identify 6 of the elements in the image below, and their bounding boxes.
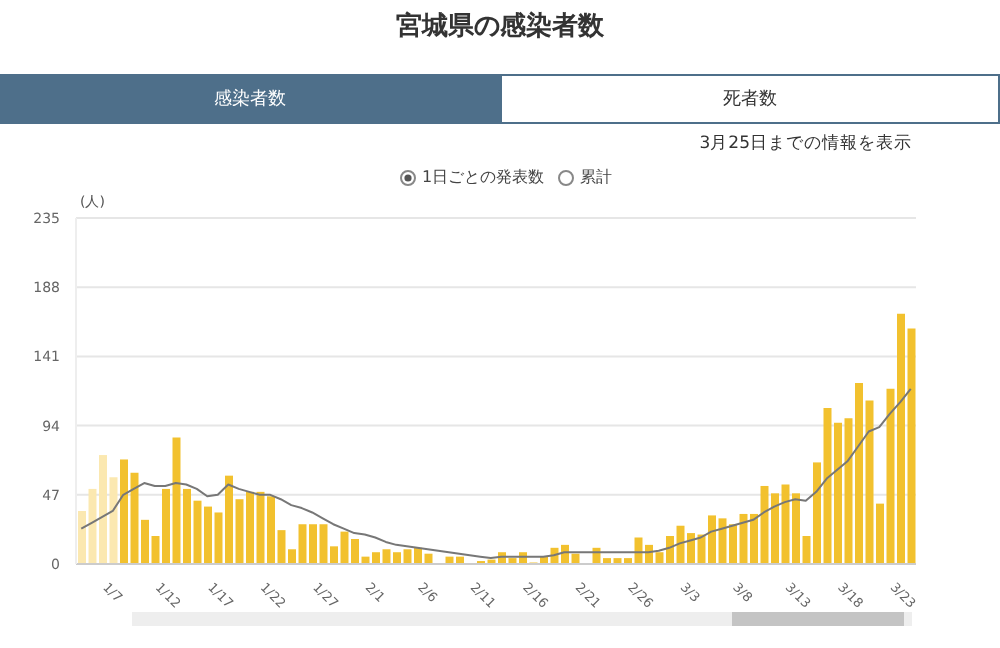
chart-title: 宮城県の感染者数	[394, 9, 606, 44]
text: 累計	[580, 166, 613, 188]
text: 1日ごとの発表数	[422, 166, 545, 188]
text: 感染者数	[0, 74, 500, 124]
text: 死者数	[500, 74, 1000, 124]
text: 3月25日までの情報を表示	[699, 132, 912, 156]
